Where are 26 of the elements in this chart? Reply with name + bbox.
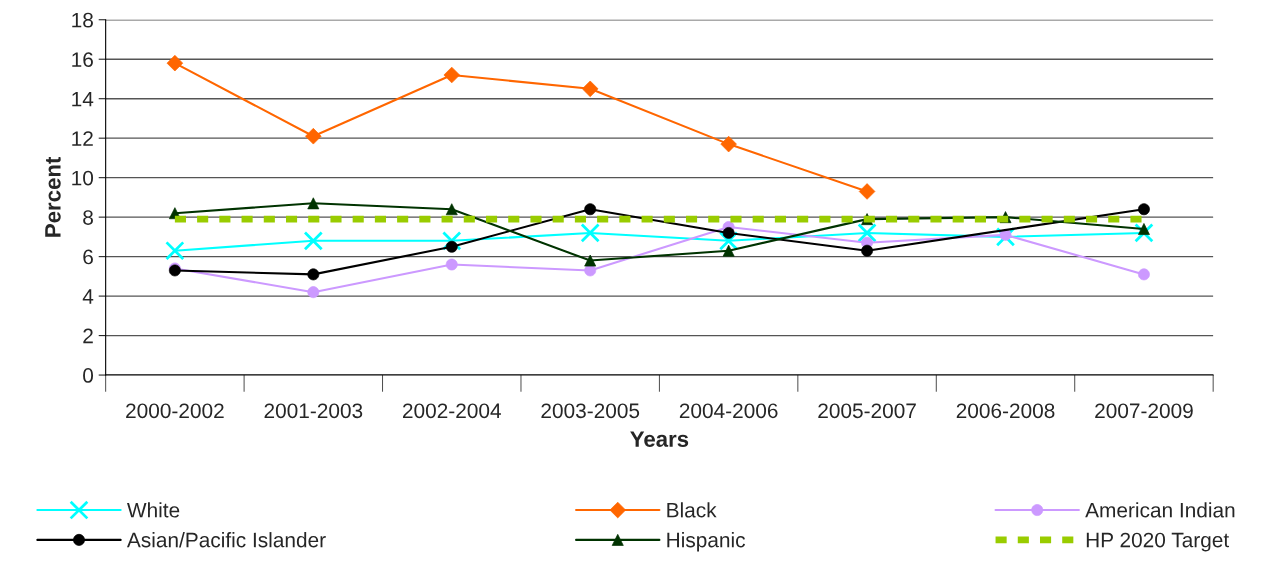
y-tick-label: 14 — [72, 91, 94, 107]
legend-label: HP 2020 Target — [1086, 532, 1230, 552]
legend-label: American Indian — [1085, 502, 1235, 518]
x-tick-label: 2006-2008 — [956, 403, 1055, 419]
y-tick-label: 12 — [72, 131, 93, 146]
x-tick-label: 2007-2009 — [1095, 403, 1193, 419]
x-tick-label: 2001-2003 — [264, 403, 363, 419]
x-tick-label: 2002-2004 — [402, 403, 501, 419]
legend-label: Asian/Pacific Islander — [126, 532, 326, 548]
y-tick-label: 8 — [83, 210, 93, 225]
y-tick-label: 4 — [82, 289, 94, 304]
y-tick-label: 2 — [83, 328, 93, 344]
y-tick-label: 16 — [72, 52, 93, 67]
legend-label: Black — [667, 502, 717, 518]
legend-label: Hispanic — [667, 532, 745, 552]
legend-label: White — [127, 502, 180, 518]
y-tick-label: 0 — [83, 368, 94, 383]
y-tick-label: 10 — [72, 170, 94, 186]
x-tick-label: 2005-2007 — [818, 403, 916, 419]
y-axis-title: Percent — [45, 156, 61, 237]
x-tick-label: 2004-2006 — [679, 403, 778, 419]
x-axis-title: Years — [630, 431, 689, 447]
x-tick-label: 2003-2005 — [541, 403, 640, 419]
y-tick-label: 18 — [72, 12, 93, 28]
x-tick-label: 2000-2002 — [126, 403, 224, 419]
y-tick-label: 6 — [83, 249, 93, 265]
